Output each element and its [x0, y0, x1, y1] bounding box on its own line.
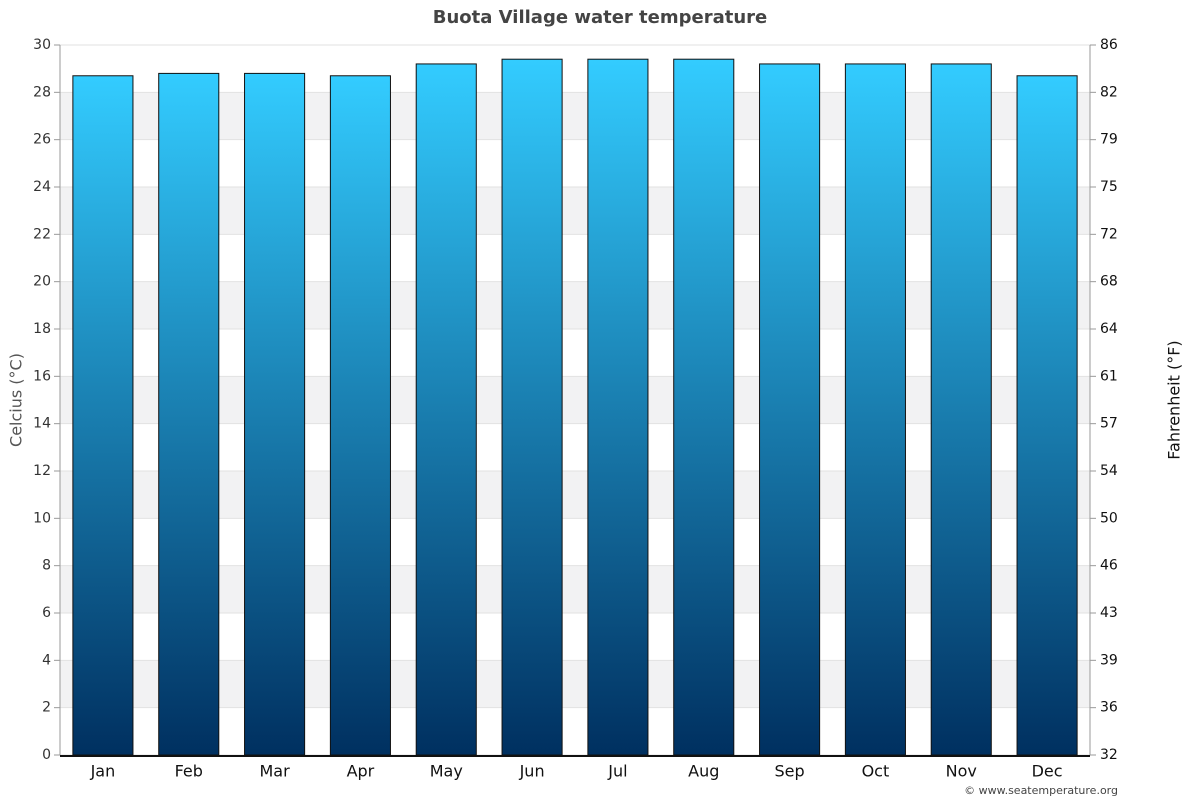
bar: [930, 63, 992, 756]
y-tick-label: 28: [33, 84, 51, 100]
bar: [501, 58, 563, 756]
y-tick-label: 10: [33, 510, 51, 526]
y2-tick-label: 64: [1100, 321, 1118, 337]
grid-band: [60, 471, 1090, 519]
bar: [244, 72, 306, 756]
x-tick-label: Sep: [775, 762, 805, 781]
y2-tick-label: 36: [1100, 700, 1118, 716]
grid-band: [60, 376, 1090, 424]
y2-tick-label: 54: [1100, 463, 1118, 479]
x-tick-label: Apr: [347, 762, 375, 781]
x-tick-label: Dec: [1032, 762, 1063, 781]
grid-band: [60, 92, 1090, 140]
bar: [673, 58, 735, 756]
y-tick-label: 20: [33, 274, 51, 290]
y-tick-label: 14: [33, 416, 51, 432]
y-tick-label: 18: [33, 321, 51, 337]
y-tick-label: 22: [33, 226, 51, 242]
bar: [1016, 75, 1078, 756]
y-tick-label: 4: [42, 652, 51, 668]
y2-tick-label: 32: [1100, 747, 1118, 763]
bar: [329, 75, 391, 756]
grid-band: [60, 565, 1090, 613]
y2-tick-label: 57: [1100, 416, 1118, 432]
bar: [415, 63, 477, 756]
grid-band: [60, 281, 1090, 329]
y2-tick-label: 46: [1100, 558, 1118, 574]
y2-tick-label: 39: [1100, 652, 1118, 668]
y-tick-label: 30: [33, 37, 51, 53]
x-tick-label: Mar: [259, 762, 290, 781]
y-tick-label: 16: [33, 368, 51, 384]
y-tick-label: 24: [33, 179, 51, 195]
y2-tick-label: 68: [1100, 274, 1118, 290]
y2-tick-label: 61: [1100, 368, 1118, 384]
x-tick-label: Nov: [946, 762, 977, 781]
y-tick-label: 12: [33, 463, 51, 479]
x-tick-label: Aug: [688, 762, 719, 781]
x-tick-label: Oct: [862, 762, 890, 781]
bar: [158, 72, 220, 756]
x-tick-label: Feb: [175, 762, 203, 781]
grid-band: [60, 187, 1090, 235]
bar: [72, 75, 134, 756]
y2-tick-label: 75: [1100, 179, 1118, 195]
y-axis-label: Celcius (°C): [7, 353, 26, 447]
y2-tick-label: 82: [1100, 84, 1118, 100]
x-tick-label: May: [430, 762, 463, 781]
y2-tick-label: 72: [1100, 226, 1118, 242]
y2-tick-label: 43: [1100, 605, 1118, 621]
bar: [587, 58, 649, 756]
x-tick-label: Jul: [607, 762, 627, 781]
y-tick-label: 26: [33, 132, 51, 148]
x-tick-label: Jan: [90, 762, 116, 781]
x-tick-label: Jun: [519, 762, 545, 781]
y-tick-label: 0: [42, 747, 51, 763]
y2-tick-label: 50: [1100, 510, 1118, 526]
y2-tick-label: 79: [1100, 132, 1118, 148]
bar: [759, 63, 821, 756]
chart-title: Buota Village water temperature: [433, 7, 767, 28]
y-tick-label: 6: [42, 605, 51, 621]
credit: © www.seatemperature.org: [964, 784, 1118, 797]
y-tick-label: 8: [42, 558, 51, 574]
grid-band: [60, 660, 1090, 708]
y2-axis-label: Fahrenheit (°F): [1165, 340, 1184, 459]
bar: [844, 63, 906, 756]
y2-tick-label: 86: [1100, 37, 1118, 53]
y-tick-label: 2: [42, 700, 51, 716]
